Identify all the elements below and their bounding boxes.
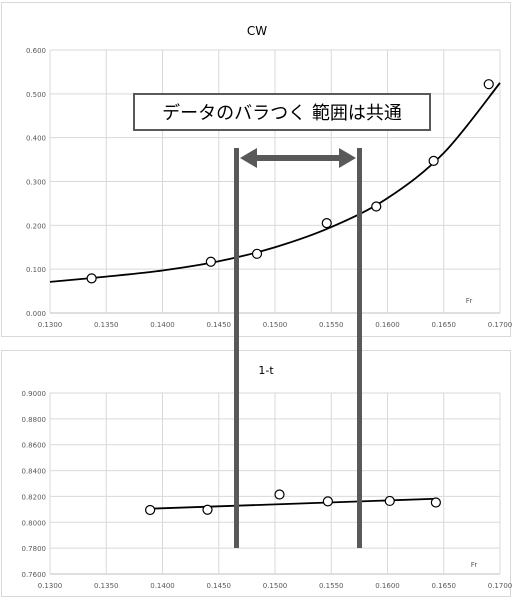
top-chart-y-tick-label: 0.100 bbox=[26, 266, 46, 274]
bottom-chart-x-tick-label: 0.1300 bbox=[38, 582, 63, 590]
top-chart-data-point bbox=[205, 256, 216, 267]
bottom-chart-y-tick-label: 0.8600 bbox=[22, 442, 47, 450]
top-chart-data-points bbox=[86, 79, 494, 284]
top-chart-y-tick-labels: 0.000 0.100 0.200 0.300 0.400 0.500 0.600 bbox=[26, 47, 46, 318]
top-chart-y-tick-label: 0.300 bbox=[26, 179, 46, 187]
top-chart-x-tick-label: 0.1350 bbox=[94, 321, 119, 329]
range-bracket-right-line bbox=[357, 148, 362, 548]
top-chart-title: CW bbox=[247, 24, 267, 38]
annotation-callout-box bbox=[133, 93, 431, 131]
top-chart-x-tick-labels: 0.1300 0.1350 0.1400 0.1450 0.1500 0.1550 0.16… bbox=[38, 321, 512, 329]
top-chart-trendline-path bbox=[49, 82, 501, 283]
bottom-chart-data-point bbox=[322, 496, 333, 507]
bottom-chart-x-tick-labels: 0.1300 0.1350 0.1400 0.1450 0.1500 0.1550 0.16… bbox=[38, 582, 512, 590]
top-chart-x-tick-label: 0.1600 bbox=[375, 321, 400, 329]
bottom-chart-data-point bbox=[430, 497, 441, 508]
bottom-chart-y-tick-label: 0.8000 bbox=[22, 519, 47, 527]
bottom-chart-data-point bbox=[384, 495, 395, 507]
bottom-chart-x-tick-label: 0.1700 bbox=[488, 582, 512, 590]
top-chart-data-point bbox=[321, 218, 332, 229]
bottom-chart-gridlines bbox=[49, 392, 501, 575]
top-chart-data-point bbox=[251, 248, 263, 259]
bottom-chart-y-tick-label: 0.9000 bbox=[22, 390, 47, 398]
bottom-chart-x-tick-label: 0.1400 bbox=[150, 582, 175, 590]
bottom-chart-x-tick-label: 0.1500 bbox=[263, 582, 288, 590]
double-headed-arrow-icon bbox=[240, 148, 356, 168]
top-chart-x-tick-label: 0.1500 bbox=[263, 321, 288, 329]
top-chart-x-tick-label: 0.1450 bbox=[207, 321, 232, 329]
bottom-chart-data-point bbox=[202, 504, 213, 515]
annotation-callout-text: データのバラつく 範囲は共通 bbox=[162, 103, 402, 124]
bottom-chart-y-tick-label: 0.8800 bbox=[22, 416, 47, 424]
top-chart-data-point bbox=[428, 155, 439, 166]
top-chart-x-tick-label: 0.1300 bbox=[38, 321, 63, 329]
bottom-chart-data-point bbox=[145, 504, 156, 516]
top-chart-trendline bbox=[49, 82, 501, 283]
bottom-chart-data-point bbox=[274, 489, 285, 500]
top-chart-y-tick-label: 0.500 bbox=[26, 91, 46, 99]
top-chart-x-axis-label: Fr bbox=[466, 297, 473, 305]
bottom-chart-y-tick-label: 0.7800 bbox=[22, 545, 47, 553]
top-chart-y-tick-label: 0.200 bbox=[26, 222, 46, 230]
bottom-chart-x-tick-label: 0.1550 bbox=[319, 582, 344, 590]
top-chart-y-tick-label: 0.400 bbox=[26, 135, 46, 143]
bottom-chart-y-tick-label: 0.7600 bbox=[22, 571, 47, 579]
bottom-chart-x-tick-label: 0.1650 bbox=[432, 582, 457, 590]
top-chart-x-tick-label: 0.1650 bbox=[432, 321, 457, 329]
bottom-chart-data-points bbox=[145, 489, 441, 516]
bottom-chart-y-tick-labels: 0.7600 0.7800 0.8000 0.8200 0.8400 0.8600 0.88… bbox=[22, 390, 47, 579]
bottom-chart-x-tick-label: 0.1450 bbox=[207, 582, 232, 590]
top-chart-data-point bbox=[371, 201, 382, 212]
top-chart-y-tick-label: 0.000 bbox=[26, 310, 46, 318]
top-chart-panel bbox=[1, 2, 511, 337]
top-chart-data-point bbox=[483, 79, 494, 90]
top-chart-x-tick-label: 0.1550 bbox=[319, 321, 344, 329]
top-chart-x-tick-label: 0.1700 bbox=[488, 321, 512, 329]
bottom-chart-y-tick-label: 0.8200 bbox=[22, 493, 47, 501]
bottom-chart-x-tick-label: 0.1350 bbox=[94, 582, 119, 590]
bottom-chart-x-tick-label: 0.1600 bbox=[375, 582, 400, 590]
bottom-chart-panel bbox=[1, 350, 511, 597]
range-bracket-left-line bbox=[234, 148, 239, 548]
top-chart-x-tick-label: 0.1400 bbox=[150, 321, 175, 329]
bottom-chart-title: 1-t bbox=[258, 364, 274, 377]
top-chart-y-tick-label: 0.600 bbox=[26, 47, 46, 55]
top-chart-data-point bbox=[86, 273, 97, 284]
bottom-chart-y-tick-label: 0.8400 bbox=[22, 468, 47, 476]
bottom-chart-x-axis-label: Fr bbox=[471, 561, 478, 569]
